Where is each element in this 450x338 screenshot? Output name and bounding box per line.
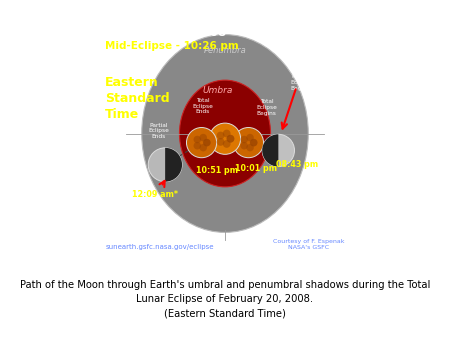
Text: Total Eclipse of The Moon: Total Eclipse of The Moon (116, 10, 334, 25)
Ellipse shape (180, 80, 270, 187)
Text: 10:51 pm: 10:51 pm (196, 166, 238, 175)
Text: 08:43 pm: 08:43 pm (275, 160, 318, 169)
Text: Total
Eclipse
Ends: Total Eclipse Ends (193, 98, 213, 115)
Circle shape (203, 139, 211, 146)
Circle shape (262, 134, 294, 167)
Text: Penumbra: Penumbra (203, 46, 247, 55)
Circle shape (216, 131, 225, 139)
Text: Eastern
Standard
Time: Eastern Standard Time (105, 76, 170, 121)
Text: 10:01 pm: 10:01 pm (235, 164, 277, 173)
Text: Partial
Eclipse
Begins: Partial Eclipse Begins (290, 74, 311, 91)
Text: Total
Eclipse
Begins: Total Eclipse Begins (256, 99, 277, 116)
Circle shape (250, 139, 257, 146)
Text: W: W (324, 128, 334, 139)
Text: Path of the Moon through Earth's umbral and penumbral shadows during the Total
L: Path of the Moon through Earth's umbral … (20, 280, 430, 318)
Text: E: E (117, 128, 124, 139)
Circle shape (226, 135, 234, 143)
Circle shape (148, 148, 182, 182)
Circle shape (223, 129, 230, 138)
Wedge shape (262, 134, 279, 167)
Circle shape (250, 139, 257, 146)
Text: Umbra: Umbra (202, 86, 232, 95)
Text: sunearth.gsfc.nasa.gov/eclipse: sunearth.gsfc.nasa.gov/eclipse (105, 244, 214, 250)
Text: Courtesy of F. Espenak
NASA's GSFC: Courtesy of F. Espenak NASA's GSFC (273, 239, 344, 249)
Circle shape (240, 142, 248, 149)
Circle shape (186, 127, 216, 158)
Text: Partial
Eclipse
Ends: Partial Eclipse Ends (148, 123, 169, 139)
Circle shape (246, 144, 254, 151)
Circle shape (194, 142, 201, 149)
Circle shape (226, 135, 234, 143)
Circle shape (203, 139, 211, 146)
Circle shape (216, 138, 225, 146)
Circle shape (199, 144, 207, 151)
Text: N: N (221, 11, 229, 21)
Circle shape (223, 140, 230, 148)
Wedge shape (165, 148, 182, 182)
Circle shape (240, 136, 248, 143)
Text: February 20, 2008: February 20, 2008 (105, 25, 226, 39)
Text: * February 21, 2008: * February 21, 2008 (105, 232, 176, 238)
Circle shape (246, 134, 254, 141)
Text: 12:09 am*: 12:09 am* (132, 190, 178, 199)
Ellipse shape (142, 34, 308, 233)
Text: S: S (221, 243, 229, 253)
Circle shape (234, 127, 264, 158)
Circle shape (199, 134, 207, 141)
Text: Mid-Eclipse - 10:26 pm: Mid-Eclipse - 10:26 pm (105, 41, 239, 51)
Circle shape (209, 123, 241, 154)
Circle shape (194, 136, 201, 143)
